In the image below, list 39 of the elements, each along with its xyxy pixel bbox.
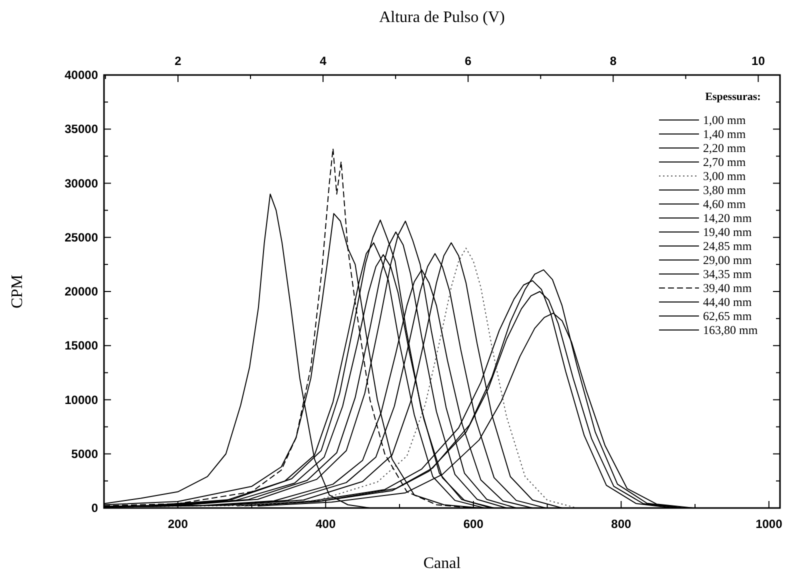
x-tick-label: 600 xyxy=(463,517,484,531)
legend-label: 4,60 mm xyxy=(703,197,746,211)
y-tick-label: 25000 xyxy=(64,230,98,244)
y-tick-label: 30000 xyxy=(64,176,98,190)
legend-label: 24,85 mm xyxy=(703,239,752,253)
legend-label: 62,65 mm xyxy=(703,309,752,323)
x2-axis-title: Altura de Pulso (V) xyxy=(379,9,505,26)
x-tick-label: 800 xyxy=(611,517,632,531)
x2-tick-label: 10 xyxy=(752,54,766,68)
legend-label: 2,20 mm xyxy=(703,141,746,155)
y-tick-label: 10000 xyxy=(64,392,98,407)
x-tick-label: 400 xyxy=(316,517,336,531)
x2-tick-label: 6 xyxy=(464,54,472,68)
legend-title: Espessuras: xyxy=(705,91,761,103)
legend-label: 14,20 mm xyxy=(703,211,752,225)
y-tick-label: 0 xyxy=(91,501,98,515)
legend-label: 163,80 mm xyxy=(703,323,758,337)
y-tick-label: 20000 xyxy=(64,284,98,298)
x-axis-title: Canal xyxy=(423,555,462,572)
legend-label: 19,40 mm xyxy=(703,225,752,239)
legend-label: 2,70 mm xyxy=(703,155,746,169)
y-tick-label: 40000 xyxy=(64,68,98,82)
x2-tick-label: 2 xyxy=(174,54,182,68)
y-axis-title: CPM xyxy=(9,274,26,308)
y-tick-label: 35000 xyxy=(64,122,98,136)
y-tick-label: 15000 xyxy=(64,338,98,353)
x2-tick-label: 8 xyxy=(610,54,617,68)
legend-label: 3,80 mm xyxy=(703,183,746,197)
legend-label: 1,00 mm xyxy=(703,113,746,127)
legend-label: 3,00 mm xyxy=(703,169,746,183)
legend-label: 34,35 mm xyxy=(703,267,752,281)
x-tick-label: 1000 xyxy=(756,517,783,531)
x2-tick-label: 4 xyxy=(320,54,327,68)
y-tick-label: 5000 xyxy=(71,446,98,461)
legend-label: 29,00 mm xyxy=(703,253,752,267)
legend-label: 44,40 mm xyxy=(703,295,752,309)
legend-label: 39,40 mm xyxy=(703,281,752,295)
x-tick-label: 200 xyxy=(168,517,188,531)
legend-label: 1,40 mm xyxy=(703,127,746,141)
